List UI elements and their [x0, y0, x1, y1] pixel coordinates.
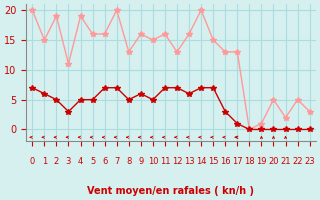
X-axis label: Vent moyen/en rafales ( kn/h ): Vent moyen/en rafales ( kn/h ) — [87, 186, 254, 196]
